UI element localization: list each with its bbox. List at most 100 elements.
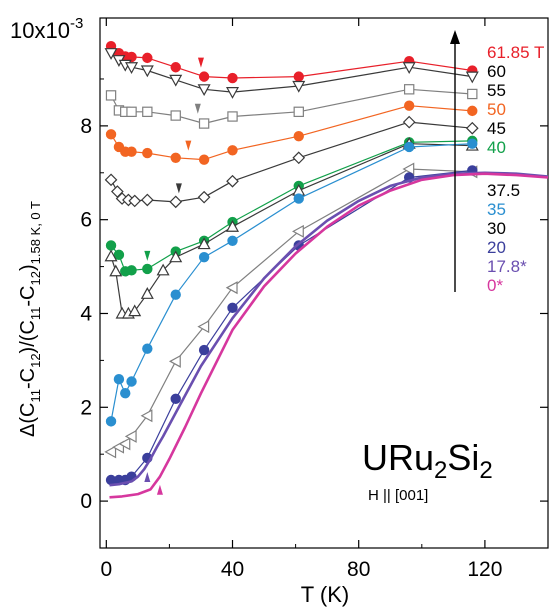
y-tick-label: 2 [80,396,92,419]
data-point [124,429,137,443]
data-point [168,354,181,368]
y-tick-label: 4 [80,302,92,325]
series-line [110,52,473,93]
x-tick-label: 80 [347,558,370,581]
data-point [142,106,153,118]
data-point [293,193,304,204]
series-line [110,168,473,453]
data-point [126,265,137,276]
legend-entry: 55 [487,81,506,100]
legend-entry: 45 [487,119,506,138]
series-60 [104,48,479,99]
data-point [198,344,210,356]
legend-entry: 50 [487,100,506,119]
data-point [104,445,117,459]
data-point [292,151,306,165]
data-point [467,105,478,117]
field-arrow [450,30,460,292]
data-point [227,72,238,84]
series-line [110,143,473,422]
data-point [227,235,238,246]
series-0 [109,172,549,499]
data-point [126,146,137,157]
data-point [140,409,153,423]
series-35 [105,138,478,427]
data-point [170,110,181,121]
data-point [293,130,304,142]
data-point [170,289,181,300]
legend-entry: 40 [487,138,506,157]
y-tick-label: 0 [80,490,92,513]
series-45 [104,115,479,209]
series-17-8 [109,171,549,487]
compound-title: URu2Si2 [362,437,493,484]
data-point [198,252,210,263]
y-axis-label: Δ(C11-C12)/(C11-C12)1.58 K, 0 T [17,201,43,437]
series-50 [105,100,478,165]
transition-marker [185,140,192,151]
data-point [293,106,304,118]
data-point [169,250,183,263]
data-point [113,373,125,385]
transition-marker [175,183,182,194]
x-tick-label: 0 [100,558,112,581]
data-point [225,281,238,295]
transition-marker [194,103,201,114]
data-point [170,393,181,405]
data-point [465,121,479,135]
data-point [467,88,478,100]
x-tick-label: 120 [467,558,502,581]
y-exponent-base: 10x10 [10,18,70,43]
data-point [104,48,118,60]
series-55 [105,84,478,129]
series-61-85T [105,40,478,84]
data-point [109,264,123,277]
series-30 [104,162,478,459]
data-point [225,219,240,232]
data-point [104,173,118,187]
data-point [198,71,210,82]
plot-frame [99,17,549,549]
data-point [197,237,211,250]
legend-entry: 61.85 T [487,43,544,62]
data-point [402,162,415,176]
data-point [126,106,137,118]
data-point [403,141,415,153]
data-point [198,118,210,129]
data-point [170,62,181,73]
legend-entry: 37.5 [487,181,520,200]
data-point [125,62,139,74]
legend-entry: 20 [487,238,506,257]
legend-entry: 35 [487,200,506,219]
x-axis-label: T (K) [301,582,349,607]
legend-entry: 17.8* [487,257,527,276]
field-direction-label: H || [001] [368,487,428,504]
data-point [226,174,239,188]
x-tick-label: 40 [221,558,244,581]
data-point [197,190,211,204]
data-point [156,263,170,276]
data-point [105,90,117,101]
transition-marker [144,472,151,483]
series-layer [104,40,549,499]
data-point [128,304,142,317]
data-point [402,115,416,129]
data-point [142,147,153,159]
data-point [126,51,137,63]
series-40 [105,135,478,277]
data-point [142,263,153,275]
data-point [140,287,154,299]
data-point [292,80,306,93]
data-point [113,249,125,261]
data-point [105,240,117,251]
data-point [140,193,154,207]
data-point [403,100,415,111]
data-point [467,138,478,149]
data-point [293,71,304,82]
data-point [104,249,118,262]
y-tick-label: 8 [80,115,92,138]
axes: 0 40 80 120 0 2 4 6 8 [80,17,549,581]
data-point [197,320,210,334]
data-point [128,194,142,208]
